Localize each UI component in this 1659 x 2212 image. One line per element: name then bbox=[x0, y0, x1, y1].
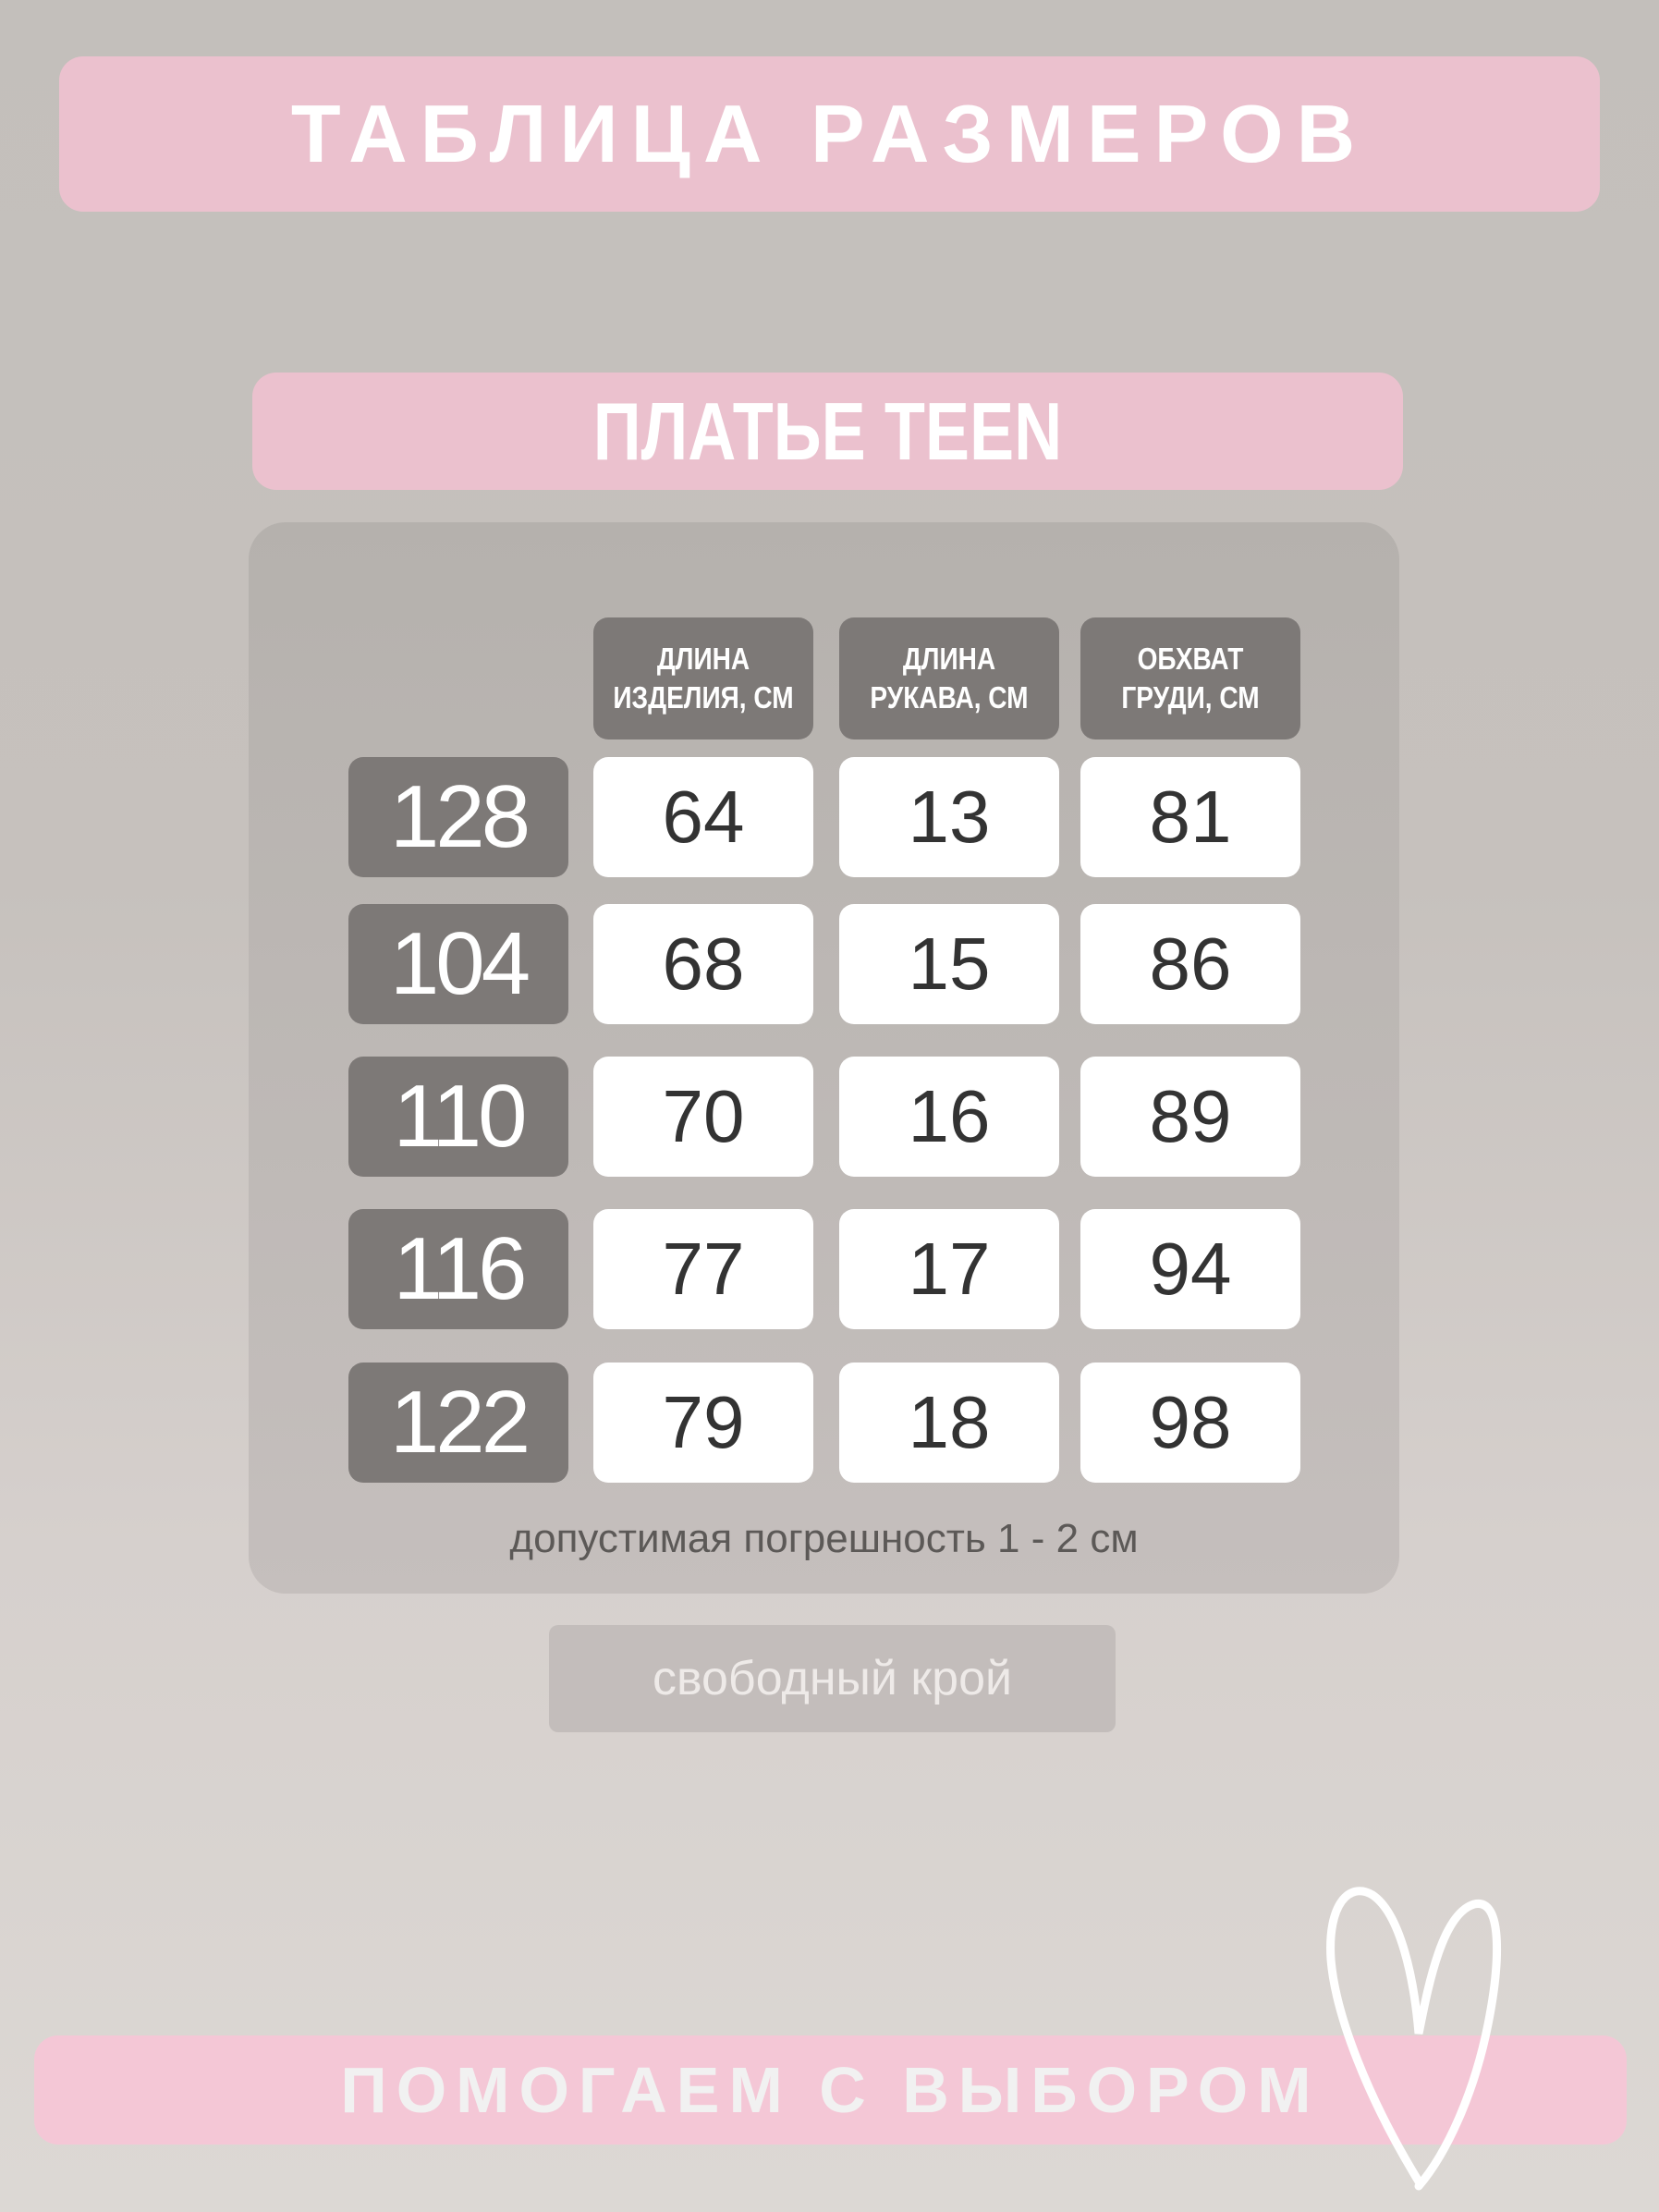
heart-outline-icon bbox=[1326, 1887, 1502, 2191]
size-label: 110 bbox=[348, 1057, 568, 1177]
table-cell: 17 bbox=[839, 1209, 1059, 1329]
table-cell: 81 bbox=[1080, 757, 1300, 877]
table-cell: 15 bbox=[839, 904, 1059, 1024]
product-title: ПЛАТЬЕ TEEN bbox=[252, 373, 1403, 490]
table-cell: 89 bbox=[1080, 1057, 1300, 1177]
table-cell: 68 bbox=[593, 904, 813, 1024]
table-cell: 13 bbox=[839, 757, 1059, 877]
column-header: ОБХВАТ ГРУДИ, СМ bbox=[1080, 617, 1300, 739]
table-cell: 79 bbox=[593, 1363, 813, 1483]
column-header: ДЛИНА РУКАВА, СМ bbox=[839, 617, 1059, 739]
column-header-label: ОБХВАТ ГРУДИ, СМ bbox=[1121, 642, 1260, 715]
title-text: ТАБЛИЦА РАЗМЕРОВ bbox=[290, 88, 1369, 179]
table-cell: 18 bbox=[839, 1363, 1059, 1483]
size-label: 128 bbox=[348, 757, 568, 877]
size-label: 122 bbox=[348, 1363, 568, 1483]
table-cell: 98 bbox=[1080, 1363, 1300, 1483]
column-header-label: ДЛИНА ИЗДЕЛИЯ, СМ bbox=[613, 642, 794, 715]
fit-badge: свободный крой bbox=[549, 1625, 1116, 1732]
footer-text: ПОМОГАЕМ С ВЫБОРОМ bbox=[340, 2054, 1321, 2126]
product-title-text: ПЛАТЬЕ TEEN bbox=[592, 385, 1063, 477]
column-header: ДЛИНА ИЗДЕЛИЯ, СМ bbox=[593, 617, 813, 739]
table-cell: 94 bbox=[1080, 1209, 1300, 1329]
size-label: 104 bbox=[348, 904, 568, 1024]
table-cell: 70 bbox=[593, 1057, 813, 1177]
table-cell: 16 bbox=[839, 1057, 1059, 1177]
footer-banner: ПОМОГАЕМ С ВЫБОРОМ bbox=[34, 2035, 1627, 2145]
table-cell: 77 bbox=[593, 1209, 813, 1329]
page-title: ТАБЛИЦА РАЗМЕРОВ bbox=[59, 56, 1600, 212]
table-cell: 86 bbox=[1080, 904, 1300, 1024]
size-label: 116 bbox=[348, 1209, 568, 1329]
table-cell: 64 bbox=[593, 757, 813, 877]
tolerance-note: допустимая погрешность 1 - 2 см bbox=[509, 1516, 1139, 1561]
column-header-label: ДЛИНА РУКАВА, СМ bbox=[870, 642, 1029, 715]
